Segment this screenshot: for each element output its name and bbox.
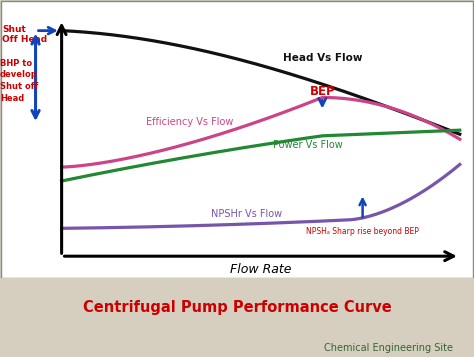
- Text: Centrifugal Pump Performance Curve: Centrifugal Pump Performance Curve: [82, 300, 392, 315]
- Text: Flow Rate: Flow Rate: [230, 263, 292, 276]
- Text: Head Vs Flow: Head Vs Flow: [283, 53, 362, 63]
- Text: Chemical Engineering Site: Chemical Engineering Site: [324, 343, 453, 353]
- Text: BEP: BEP: [310, 85, 335, 98]
- Text: Efficiency Vs Flow: Efficiency Vs Flow: [146, 117, 233, 127]
- Text: NPSHₐ Sharp rise beyond BEP: NPSHₐ Sharp rise beyond BEP: [306, 227, 419, 236]
- Text: Power Vs Flow: Power Vs Flow: [273, 140, 343, 150]
- Text: BHP to
develop
Shut off
Head: BHP to develop Shut off Head: [0, 59, 38, 103]
- Text: NPSHr Vs Flow: NPSHr Vs Flow: [211, 209, 282, 219]
- Text: Shut
Off Head: Shut Off Head: [2, 25, 47, 45]
- FancyBboxPatch shape: [1, 1, 473, 278]
